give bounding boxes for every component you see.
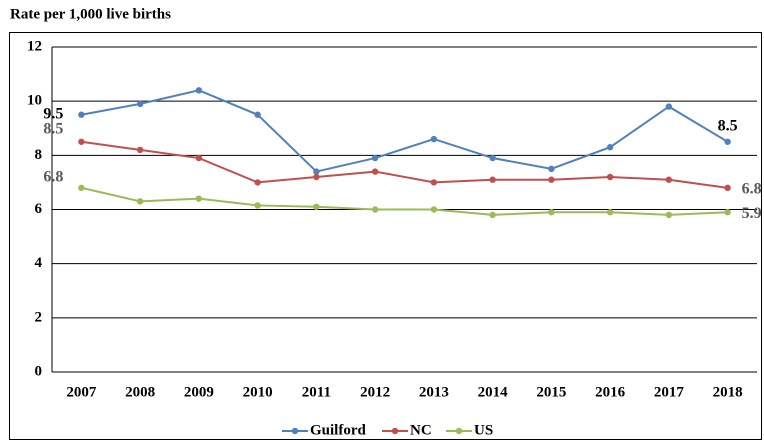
point: [136, 146, 144, 154]
point: [78, 138, 85, 145]
point: [371, 206, 379, 213]
series-line: [81, 140, 728, 189]
series-line: [81, 89, 729, 173]
x-tick-label: 2011: [302, 384, 331, 400]
x-tick-label: 2013: [419, 384, 449, 400]
data-label: 8.5: [718, 117, 738, 134]
x-tick-label: 2009: [184, 384, 214, 400]
data-label: 6.8: [43, 169, 63, 186]
point: [548, 176, 555, 183]
point: [254, 202, 261, 209]
point: [254, 179, 261, 186]
point: [136, 100, 144, 108]
y-tick-label: 0: [35, 363, 43, 379]
x-tick-label: 2008: [125, 384, 155, 400]
legend-label: US: [474, 422, 493, 438]
point: [195, 195, 203, 202]
point: [195, 87, 203, 94]
y-tick-label: 10: [27, 93, 42, 109]
data-label: 5.9: [742, 205, 762, 222]
point: [430, 135, 438, 143]
point: [606, 209, 614, 216]
point: [548, 165, 555, 173]
y-tick-label: 12: [27, 38, 42, 54]
y-tick-label: 4: [35, 255, 43, 271]
data-label: 6.8: [742, 181, 762, 198]
x-tick-label: 2010: [243, 384, 273, 400]
point: [489, 211, 496, 219]
point: [313, 203, 320, 210]
data-label: 9.5: [43, 105, 63, 122]
y-tick-label: 8: [35, 147, 43, 163]
legend-marker: [455, 427, 463, 435]
point: [371, 168, 379, 175]
legend-label: NC: [410, 422, 432, 438]
data-label: 8.5: [43, 120, 63, 137]
point: [489, 154, 496, 162]
point: [548, 209, 555, 216]
x-tick-label: 2015: [536, 384, 566, 400]
point: [430, 179, 438, 186]
y-tick-label: 2: [35, 309, 43, 325]
x-tick-label: 2018: [713, 384, 743, 400]
legend-marker: [391, 427, 399, 435]
point: [313, 173, 320, 181]
point: [430, 206, 438, 213]
point: [724, 209, 731, 216]
series-line: [81, 186, 728, 216]
chart-border: [9, 32, 762, 440]
x-tick-label: 2012: [360, 384, 390, 400]
point: [665, 103, 673, 110]
y-tick-label: 6: [35, 201, 43, 217]
x-tick-label: 2007: [66, 384, 97, 400]
point: [371, 154, 379, 162]
chart-title: Rate per 1,000 live births: [10, 6, 171, 22]
x-tick-label: 2017: [654, 384, 685, 400]
point: [606, 173, 614, 181]
point: [78, 184, 85, 192]
point: [78, 111, 85, 118]
point: [606, 144, 614, 151]
point: [724, 138, 731, 145]
point: [313, 168, 320, 175]
x-tick-label: 2014: [478, 384, 509, 400]
point: [195, 154, 203, 162]
point: [489, 176, 496, 183]
x-tick-label: 2016: [595, 384, 626, 400]
point: [136, 198, 144, 205]
point: [665, 176, 673, 183]
point: [724, 184, 731, 192]
point: [254, 111, 261, 118]
point: [665, 211, 673, 219]
legend-label: Guilford: [310, 422, 366, 438]
legend-marker: [291, 427, 299, 435]
